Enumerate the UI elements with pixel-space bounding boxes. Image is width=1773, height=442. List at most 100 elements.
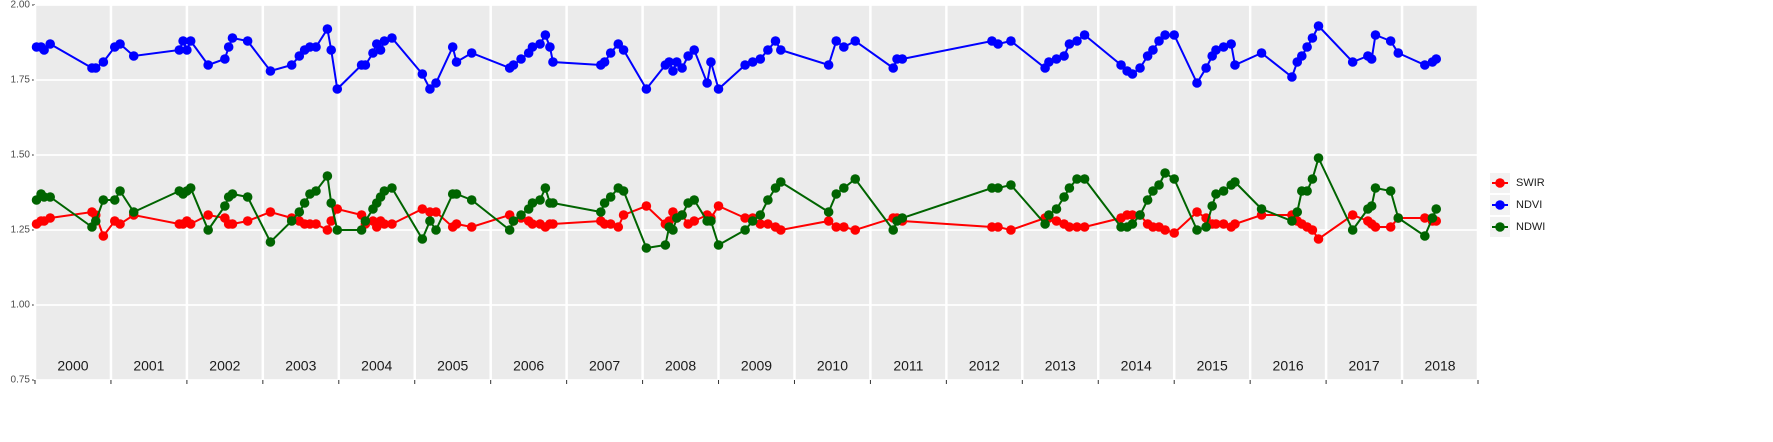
point [527,198,538,208]
point [831,189,842,199]
point [45,39,55,49]
point [1366,201,1377,211]
year-label: 2016 [1273,358,1304,374]
point [599,198,610,208]
point [466,222,477,232]
point [776,225,786,235]
point [1313,153,1324,163]
point [1160,225,1170,235]
point [1226,39,1236,49]
point [1116,60,1126,70]
point [1160,30,1170,40]
year-label: 2017 [1349,358,1380,374]
point [668,66,678,76]
point [763,195,773,205]
point [1431,204,1442,214]
point [839,222,849,232]
year-label: 2005 [437,358,468,374]
legend-point [1495,222,1505,232]
point [540,30,551,40]
point [1142,195,1153,205]
year-label: 2004 [361,358,392,374]
year-label: 2008 [665,358,696,374]
point [242,216,253,226]
point [387,33,397,43]
point [713,84,724,94]
point [1385,186,1396,196]
point [185,36,196,46]
point [740,225,750,235]
point [993,222,1003,232]
point [839,183,849,193]
point [508,60,519,70]
point [1287,72,1297,82]
point [185,219,196,229]
point [897,54,908,64]
point [850,36,861,46]
point [1072,174,1082,184]
point [548,198,558,208]
year-label: 2001 [133,358,164,374]
point [1307,225,1318,235]
point [740,213,750,223]
point [360,60,371,70]
point [1051,54,1062,64]
point [1313,21,1324,31]
point [677,210,687,220]
point [1059,51,1069,61]
point [548,57,558,67]
point [677,63,687,73]
point [1169,30,1180,40]
point [1201,222,1211,232]
point [387,219,397,229]
point [311,42,321,52]
point [1302,186,1312,196]
y-tick-label: 2.00 [11,0,31,11]
point [227,189,238,199]
legend-label: SWIR [1516,177,1545,189]
legend-point [1495,200,1505,210]
point [332,204,343,214]
point [98,57,109,67]
point [1256,48,1267,58]
point [1059,192,1069,202]
point [740,60,750,70]
point [613,222,624,232]
point [1154,36,1164,46]
point [425,84,435,94]
point [1006,36,1016,46]
point [1148,45,1158,55]
y-tick-label: 1.75 [11,75,31,86]
point [1201,63,1211,73]
point [447,42,458,52]
point [451,219,462,229]
y-tick-label: 0.75 [11,375,31,386]
point [1051,216,1062,226]
point [839,42,849,52]
y-tick-label: 1.50 [11,150,31,161]
point [203,210,213,220]
legend-label: NDWI [1516,221,1545,233]
point [311,219,321,229]
point [115,186,125,196]
point [203,60,213,70]
point [831,222,842,232]
point [1192,225,1202,235]
point [1072,222,1082,232]
point [311,186,321,196]
point [1211,219,1221,229]
point [1079,30,1090,40]
point [713,201,724,211]
point [115,39,125,49]
point [1287,216,1297,226]
point [220,201,230,211]
point [1307,33,1318,43]
point [1420,213,1430,223]
point [332,84,343,94]
point [1256,204,1267,214]
point [755,54,766,64]
point [713,240,724,250]
point [387,183,397,193]
point [379,36,390,46]
